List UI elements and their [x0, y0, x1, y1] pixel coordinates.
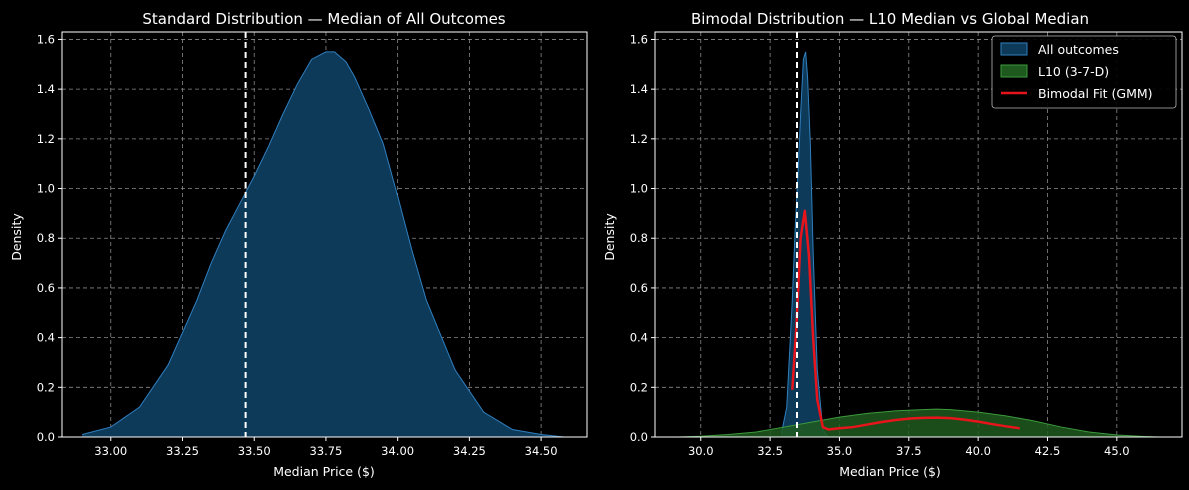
- right-chart-x-tick-label: 30.0: [688, 444, 714, 458]
- right-chart-x-tick-label: 40.0: [965, 444, 991, 458]
- left-chart-y-tick-label: 0.8: [37, 231, 55, 245]
- left-chart-x-tick-label: 33.25: [166, 444, 199, 458]
- left-chart-y-tick-label: 1.6: [37, 32, 55, 46]
- left-chart-axes: 33.00 33.25 33.50 33.75 34.00 34.25 34.50 0.0 0.…: [37, 31, 588, 458]
- right-chart-plot-area: [678, 32, 1159, 438]
- right-chart-area-l10-3-7-d: [678, 409, 1159, 437]
- right-chart-curve-l10-3-7-d: [678, 408, 1159, 438]
- right-chart-x-tick-label: 37.5: [896, 444, 922, 458]
- right-chart-y-tick-label: 1.4: [630, 82, 648, 96]
- left-chart-y-tick-label: 1.2: [37, 132, 55, 146]
- left-chart-x-tick-label: 33.00: [94, 444, 127, 458]
- left-chart-y-tick-label: 0.6: [37, 281, 55, 295]
- left-chart-x-tick-label: 33.75: [309, 444, 342, 458]
- legend-label-gmm: Bimodal Fit (GMM): [1038, 86, 1153, 101]
- left-chart-frame: [61, 31, 588, 438]
- legend-frame: [991, 35, 1177, 109]
- left-chart-y-tick-label: 1.0: [37, 182, 55, 196]
- right-chart-x-tick-label: 42.5: [1035, 444, 1061, 458]
- left-chart-area-kde: [82, 51, 565, 438]
- left-chart-x-tick-label: 34.00: [381, 444, 414, 458]
- right-chart-title: Bimodal Distribution — L10 Median vs Glo…: [691, 10, 1089, 28]
- right-chart-y-tick-label: 1.0: [630, 182, 648, 196]
- right-chart-line-bimodal-fit-gmm: [791, 209, 1020, 431]
- right-chart-axes: 30.0 32.5 35.0 37.5 40.0 42.5 45.0 0.0 0.2 0.4 0.6…: [630, 31, 1183, 458]
- left-chart-x-tick-label: 34.50: [525, 444, 558, 458]
- left-chart-y-tick-label: 0.0: [37, 430, 55, 444]
- right-chart-curve-all-outcomes: [780, 51, 829, 438]
- left-chart-title: Standard Distribution — Median of All Ou…: [142, 10, 505, 28]
- right-chart-frame: [654, 31, 1183, 438]
- left-chart-xlabel: Median Price ($): [273, 464, 375, 479]
- left-chart-curve-kde: [81, 51, 565, 438]
- right-chart-x-tick-label: 45.0: [1104, 444, 1130, 458]
- legend-swatch-all-outcomes: [1000, 42, 1028, 56]
- right-chart-y-tick-label: 1.2: [630, 132, 648, 146]
- right-chart-ylabel: Density: [602, 213, 617, 261]
- legend-label-l10: L10 (3-7-D): [1038, 64, 1109, 79]
- left-chart-y-tick-label: 0.4: [37, 331, 55, 345]
- right-chart-x-tick-label: 32.5: [757, 444, 783, 458]
- left-chart-plot-area: [81, 32, 565, 438]
- right-chart-y-tick-label: 0.6: [630, 281, 648, 295]
- right-chart-xlabel: Median Price ($): [839, 464, 941, 479]
- left-chart-y-tick-label: 1.4: [37, 82, 55, 96]
- legend-swatch-l10: [1000, 64, 1028, 78]
- right-chart-y-tick-label: 0.4: [630, 331, 648, 345]
- right-chart-y-tick-label: 0.8: [630, 231, 648, 245]
- left-chart-y-tick-label: 0.2: [37, 380, 55, 394]
- left-chart-x-tick-label: 34.25: [453, 444, 486, 458]
- left-chart-x-tick-label: 33.50: [238, 444, 271, 458]
- right-chart-y-tick-label: 1.6: [630, 32, 648, 46]
- right-chart-legend: All outcomes L10 (3-7-D) Bimodal Fit (GM…: [991, 35, 1177, 109]
- right-chart-y-tick-label: 0.0: [630, 430, 648, 444]
- right-chart-x-tick-label: 35.0: [827, 444, 853, 458]
- right-chart: Bimodal Distribution — L10 Median vs Glo…: [602, 10, 1183, 479]
- left-chart: Standard Distribution — Median of All Ou…: [9, 10, 588, 479]
- right-chart-y-tick-label: 0.2: [630, 380, 648, 394]
- legend-label-all-outcomes: All outcomes: [1038, 42, 1119, 57]
- left-chart-ylabel: Density: [9, 213, 24, 261]
